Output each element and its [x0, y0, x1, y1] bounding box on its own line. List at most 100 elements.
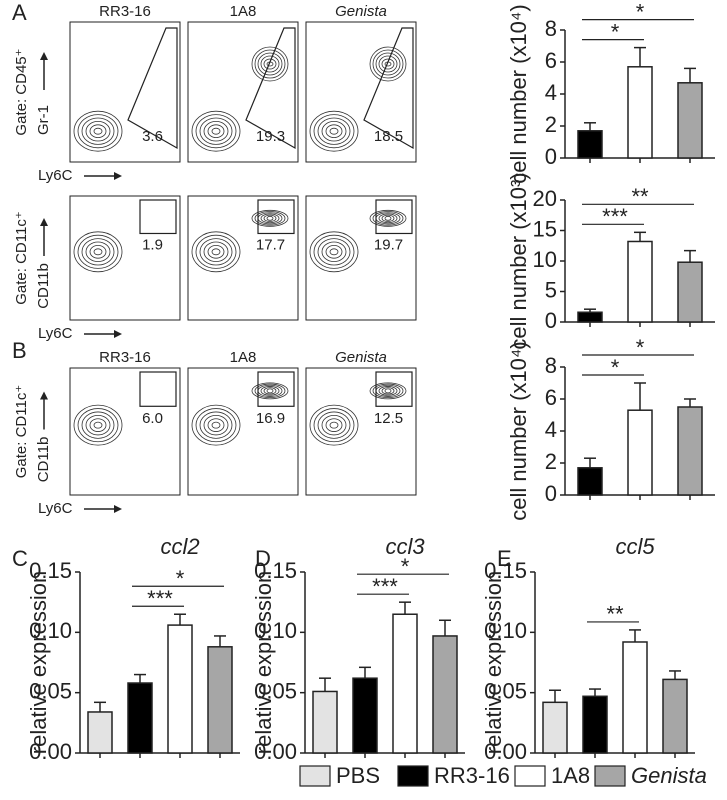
bar	[352, 677, 378, 754]
legend-label: RR3-16	[434, 763, 510, 788]
contour	[257, 52, 283, 76]
contour	[89, 418, 107, 432]
contour	[207, 418, 225, 432]
bar	[577, 467, 603, 496]
contour	[89, 124, 107, 138]
significance-label: **	[606, 602, 624, 627]
contour	[309, 404, 359, 446]
y-tick-label: 4	[545, 417, 557, 442]
panel-letter: A	[12, 0, 27, 25]
contour	[317, 411, 351, 439]
y-axis-label: CD11b	[35, 437, 52, 483]
contour	[73, 110, 123, 152]
bar	[127, 682, 153, 754]
y-tick-label: 20	[533, 186, 557, 211]
bar	[392, 613, 418, 754]
contour	[89, 245, 107, 259]
contour	[263, 387, 277, 395]
contour	[251, 382, 289, 400]
y-axis-label: cell number (x10⁴)	[506, 4, 531, 183]
bar	[577, 311, 603, 323]
contour	[85, 414, 111, 436]
y-axis-label: relative expression	[481, 571, 506, 754]
legend-label: Genista	[631, 763, 707, 788]
significance-label: *	[176, 566, 185, 591]
bar	[677, 82, 703, 159]
contour	[93, 248, 103, 256]
column-header: 1A8	[230, 3, 257, 20]
gate-percent: 17.7	[256, 237, 285, 254]
y-axis-label: CD11b	[35, 263, 52, 309]
gate-percent: 6.0	[142, 410, 163, 427]
flow-plot	[187, 367, 299, 496]
significance-label: **	[631, 184, 649, 209]
y-tick-label: 0	[545, 144, 557, 169]
y-axis-label: relative expression	[26, 571, 51, 754]
arrow-head	[40, 391, 48, 400]
y-tick-label: 0.05	[484, 678, 527, 703]
chart-title: ccl2	[160, 534, 199, 559]
significance-label: ***	[372, 574, 398, 599]
contour	[369, 382, 407, 400]
gate-label: Gate: CD11c⁺	[13, 211, 30, 305]
y-tick-label: 6	[545, 385, 557, 410]
gate-percent: 19.3	[256, 128, 285, 145]
contour	[85, 120, 111, 142]
chart-title: ccl3	[385, 534, 425, 559]
gate-percent: 19.7	[374, 237, 403, 254]
bar	[207, 646, 233, 754]
gate	[257, 199, 295, 235]
contour	[203, 120, 229, 142]
y-axis-label: relative expression	[251, 571, 276, 754]
y-axis-label: cell number (x10³)	[506, 172, 531, 349]
gate	[127, 27, 178, 150]
contour	[77, 408, 119, 443]
significance-label: *	[636, 335, 645, 360]
contour	[207, 245, 225, 259]
arrow-head	[114, 330, 122, 338]
gate-percent: 1.9	[142, 237, 163, 254]
legend-swatch	[299, 765, 331, 787]
flow-plot	[69, 195, 181, 321]
bar	[87, 711, 113, 754]
contour	[260, 386, 280, 396]
contour	[372, 211, 404, 226]
contour	[211, 127, 221, 135]
gate-percent: 16.9	[256, 410, 285, 427]
column-header: Genista	[335, 3, 387, 20]
contour	[313, 114, 355, 149]
contour	[199, 238, 233, 266]
arrow-head	[114, 505, 122, 513]
contour	[309, 231, 359, 273]
significance-label: *	[611, 355, 620, 380]
contour	[325, 124, 343, 138]
gate-percent: 3.6	[142, 128, 163, 145]
contour	[381, 387, 395, 395]
contour	[251, 209, 289, 227]
bar	[627, 409, 653, 496]
x-axis-label: Ly6C	[38, 167, 73, 184]
contour	[195, 408, 237, 443]
legend-swatch	[594, 765, 626, 787]
legend-swatch	[514, 765, 546, 787]
y-tick-label: 8	[545, 353, 557, 378]
panel-letter: E	[497, 546, 512, 571]
contour	[77, 234, 119, 269]
contour	[381, 214, 395, 222]
gate-label: Gate: CD11c⁺	[13, 385, 30, 479]
contour	[203, 414, 229, 436]
gate-percent: 18.5	[374, 128, 403, 145]
arrow-head	[114, 172, 122, 180]
contour	[199, 411, 233, 439]
chart-title: ccl5	[615, 534, 655, 559]
y-tick-label: 10	[533, 247, 557, 272]
y-tick-label: 0	[545, 308, 557, 333]
contour	[260, 55, 280, 73]
bar	[662, 678, 688, 754]
y-tick-label: 0.15	[29, 558, 72, 583]
arrow-head	[40, 218, 48, 226]
significance-label: *	[401, 554, 410, 579]
contour	[211, 248, 221, 256]
gate	[363, 27, 414, 150]
